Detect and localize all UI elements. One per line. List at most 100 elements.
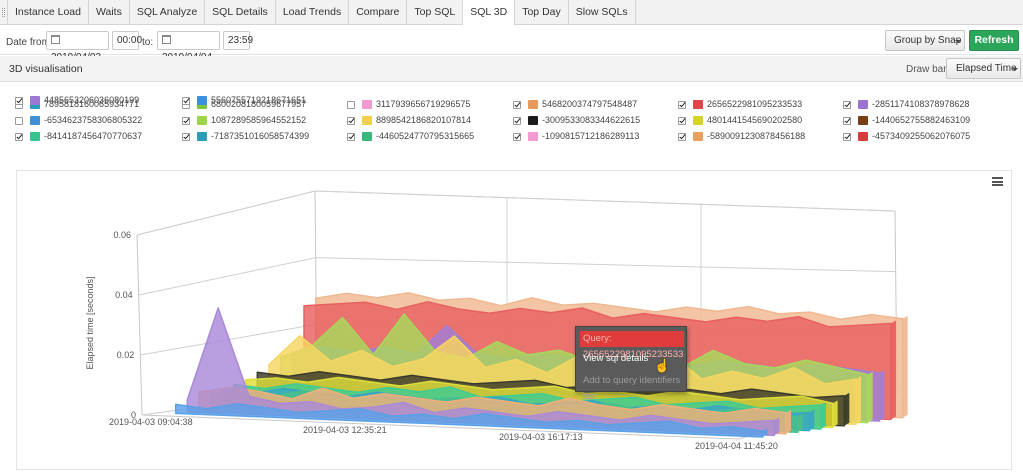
legend-checkbox[interactable] bbox=[513, 117, 521, 125]
chart-area: 0 0.02 0.04 0.06 Elapsed time [seconds] 2019-… bbox=[16, 170, 1012, 470]
legend-checkbox[interactable] bbox=[843, 101, 851, 109]
chart-menu-icon[interactable] bbox=[992, 177, 1003, 186]
legend-checkbox[interactable] bbox=[513, 133, 521, 141]
time-from-value: 00:00 bbox=[117, 35, 143, 46]
legend-label: -4460524770795315665 bbox=[376, 131, 475, 141]
legend-checkbox[interactable] bbox=[15, 97, 23, 105]
group-by-label: Group by Snap bbox=[894, 35, 962, 46]
grid-line bbox=[136, 234, 143, 416]
legend-swatch bbox=[858, 116, 868, 125]
legend-label: 4801441545690202580 bbox=[707, 115, 803, 125]
legend-checkbox[interactable] bbox=[678, 101, 686, 109]
series-side bbox=[832, 400, 838, 428]
legend-checkbox[interactable] bbox=[182, 117, 190, 125]
panel-header: 3D visualisation Draw bar: Elapsed Time bbox=[0, 56, 1023, 82]
y-tick-label: 0.02 bbox=[117, 350, 135, 360]
time-to-value: 23:59 bbox=[228, 35, 254, 46]
draw-bar-value: Elapsed Time bbox=[956, 63, 1017, 74]
calendar-icon bbox=[162, 35, 171, 44]
legend-label: 1087289585964552152 bbox=[211, 115, 307, 125]
series-side bbox=[809, 409, 815, 431]
series-side bbox=[879, 369, 885, 421]
tab-grip-handle[interactable] bbox=[0, 0, 8, 25]
legend-checkbox[interactable] bbox=[678, 117, 686, 125]
legend-label: -5890091230878456188 bbox=[707, 131, 806, 141]
legend-checkbox[interactable] bbox=[15, 117, 23, 125]
tab-top-sql[interactable]: Top SQL bbox=[407, 0, 464, 25]
legend-label: -8414187456470770637 bbox=[44, 131, 143, 141]
tab-instance-load[interactable]: Instance Load bbox=[8, 0, 89, 25]
legend-label: -1090815712186289113 bbox=[542, 131, 640, 141]
x-tick-label: 2019-04-03 09:04:38 bbox=[109, 417, 193, 427]
series-side bbox=[891, 320, 896, 420]
series-area bbox=[174, 403, 764, 438]
tab-sql-analyze[interactable]: SQL Analyze bbox=[130, 0, 206, 25]
time-to-input[interactable]: 23:59 bbox=[223, 31, 254, 50]
time-from-input[interactable]: 00:00 bbox=[112, 31, 143, 50]
date-to-label: to: bbox=[142, 37, 154, 48]
add-to-query-identifiers-item[interactable]: Add to query identifiers list bbox=[583, 375, 681, 402]
legend-swatch bbox=[693, 100, 703, 109]
series-side bbox=[867, 371, 873, 423]
legend-swatch bbox=[858, 132, 868, 141]
tab-sql-3d[interactable]: SQL 3D bbox=[463, 0, 516, 26]
tab-top-day[interactable]: Top Day bbox=[515, 0, 569, 25]
legend-swatch bbox=[30, 96, 40, 105]
refresh-button[interactable]: Refresh bbox=[969, 30, 1019, 51]
legend-checkbox[interactable] bbox=[843, 117, 851, 125]
series-side bbox=[786, 409, 791, 434]
legend-checkbox[interactable] bbox=[513, 101, 521, 109]
date-from-input[interactable]: 2019/04/03 bbox=[46, 31, 109, 63]
series-side bbox=[902, 315, 908, 418]
legend-swatch bbox=[362, 100, 372, 109]
legend-checkbox[interactable] bbox=[182, 97, 190, 105]
y-tick-label: 0 bbox=[131, 410, 136, 420]
legend-label: -4573409255062076075 bbox=[872, 131, 971, 141]
legend-label: -1440652755882463109 bbox=[872, 115, 971, 125]
tab-load-trends[interactable]: Load Trends bbox=[276, 0, 350, 25]
view-sql-details-item[interactable]: View sql details bbox=[583, 353, 649, 364]
calendar-icon bbox=[51, 35, 60, 44]
legend-checkbox[interactable] bbox=[15, 133, 23, 141]
legend-label: 7895818160065934771 bbox=[44, 99, 140, 109]
y-tick-label: 0.04 bbox=[115, 290, 133, 300]
series-side bbox=[797, 414, 803, 433]
tab-slow-sqls[interactable]: Slow SQLs bbox=[569, 0, 636, 25]
chart-legend: 7895818160065934771 6800208180059677957 31… bbox=[15, 95, 1015, 160]
legend-checkbox[interactable] bbox=[347, 101, 355, 109]
legend-label: 8898542186820107814 bbox=[376, 115, 472, 125]
date-filter-row: Date from: 2019/04/03 00:00 to: 2019/04/… bbox=[0, 25, 1023, 63]
legend-label: 2656522981095233533 bbox=[707, 99, 803, 109]
series-side bbox=[856, 376, 861, 425]
legend-checkbox[interactable] bbox=[843, 133, 851, 141]
series-side bbox=[774, 417, 780, 436]
tab-sql-details[interactable]: SQL Details bbox=[205, 0, 276, 25]
date-to-input[interactable]: 2019/04/04 bbox=[157, 31, 220, 63]
legend-checkbox[interactable] bbox=[347, 117, 355, 125]
legend-swatch bbox=[693, 116, 703, 125]
legend-label: -3009533083344622615 bbox=[542, 115, 641, 125]
group-by-dropdown[interactable]: Group by Snap bbox=[885, 30, 965, 51]
draw-bar-select[interactable]: Elapsed Time bbox=[946, 58, 1021, 79]
tab-compare[interactable]: Compare bbox=[349, 0, 408, 25]
legend-label: 5468200374797548487 bbox=[542, 99, 638, 109]
tab-bar: Instance Load Waits SQL Analyze SQL Deta… bbox=[0, 0, 1023, 26]
tab-waits[interactable]: Waits bbox=[89, 0, 130, 25]
legend-swatch bbox=[858, 100, 868, 109]
legend-swatch bbox=[362, 132, 372, 141]
grid-line bbox=[141, 414, 740, 440]
grid-line bbox=[136, 190, 896, 236]
context-menu-title: Query: 2656522981095233533 bbox=[580, 331, 684, 360]
legend-label: -7187351016058574399 bbox=[211, 131, 310, 141]
chevron-down-icon bbox=[955, 40, 961, 43]
panel-title: 3D visualisation bbox=[9, 63, 83, 75]
legend-checkbox[interactable] bbox=[678, 133, 686, 141]
legend-checkbox[interactable] bbox=[347, 133, 355, 141]
series-side bbox=[762, 427, 768, 437]
legend-swatch bbox=[197, 132, 207, 141]
legend-swatch bbox=[528, 100, 538, 109]
legend-swatch bbox=[197, 96, 207, 105]
legend-swatch bbox=[528, 116, 538, 125]
legend-swatch bbox=[362, 116, 372, 125]
legend-checkbox[interactable] bbox=[182, 133, 190, 141]
